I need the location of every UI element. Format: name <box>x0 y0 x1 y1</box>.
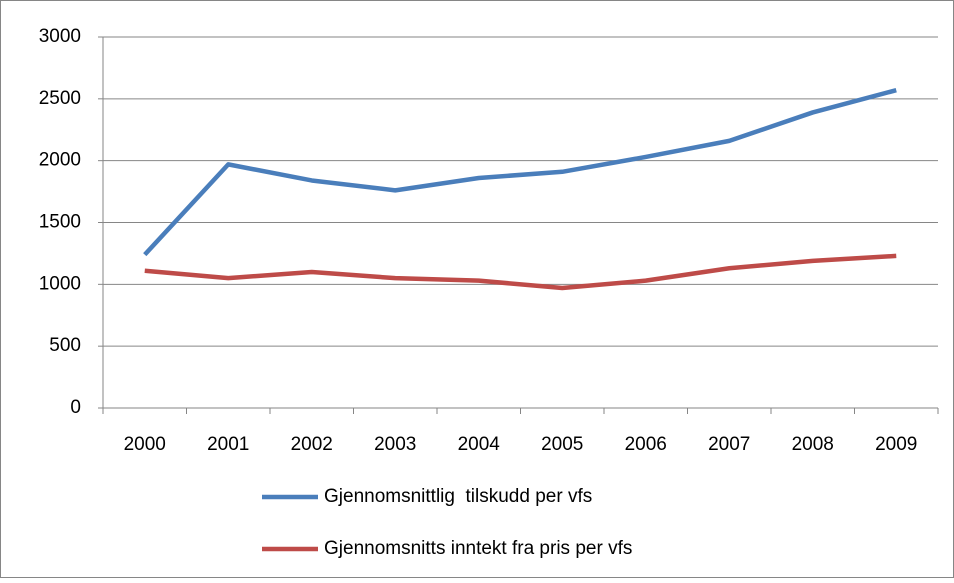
x-tick-label: 2007 <box>708 434 750 455</box>
y-tick-label: 2000 <box>39 150 81 171</box>
legend-label: Gjennomsnitts inntekt fra pris per vfs <box>324 538 632 559</box>
y-tick-label: 0 <box>70 397 81 418</box>
x-tick-label: 2003 <box>374 434 416 455</box>
y-tick-label: 1500 <box>39 212 81 233</box>
x-tick-label: 2001 <box>207 434 249 455</box>
x-tick-label: 2004 <box>458 434 501 455</box>
x-tick-label: 2009 <box>875 434 917 455</box>
y-tick-label: 1000 <box>39 273 81 294</box>
x-tick-label: 2002 <box>291 434 333 455</box>
x-tick-label: 2000 <box>124 434 166 455</box>
y-tick-label: 500 <box>49 335 81 356</box>
y-tick-label: 3000 <box>39 26 81 47</box>
y-tick-label: 2500 <box>39 88 81 109</box>
series-line <box>144 253 897 291</box>
series-line <box>143 88 897 257</box>
x-tick-label: 2005 <box>541 434 583 455</box>
legend-label: Gjennomsnittlig tilskudd per vfs <box>324 486 592 507</box>
x-tick-label: 2008 <box>792 434 834 455</box>
x-tick-label: 2006 <box>625 434 667 455</box>
